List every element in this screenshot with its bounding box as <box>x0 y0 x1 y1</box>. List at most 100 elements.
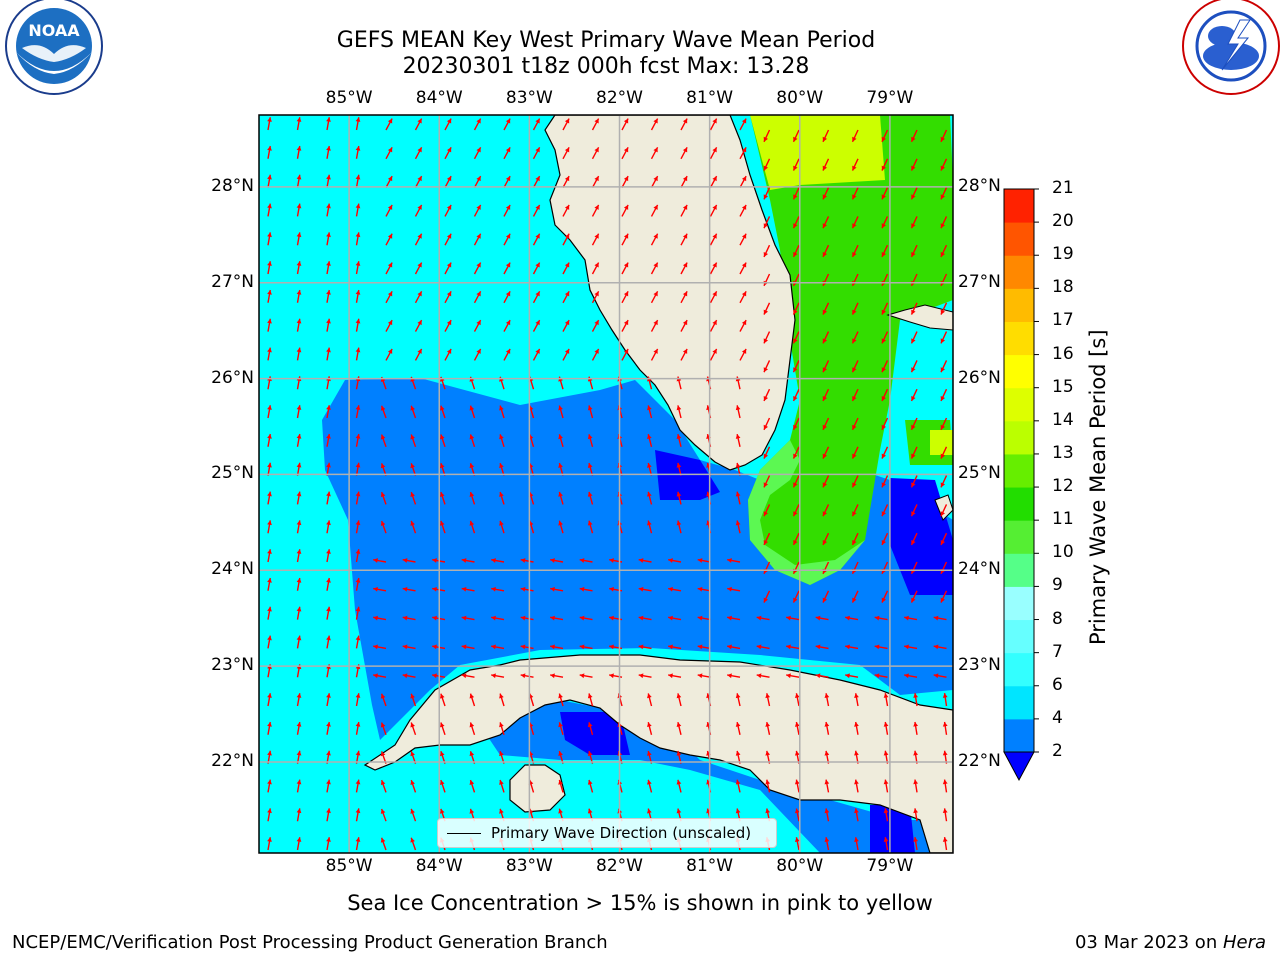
axis-tick-label: 82°W <box>596 856 643 876</box>
direction-arrow-head <box>822 309 828 315</box>
direction-arrow-head <box>623 348 629 354</box>
direction-arrow-head <box>355 837 361 842</box>
direction-arrow-head <box>410 492 415 498</box>
direction-arrow-head <box>697 558 703 563</box>
axis-tick-label: 22°N <box>211 750 254 771</box>
axis-tick-label: 80°W <box>776 856 824 876</box>
direction-arrow-head <box>794 750 800 756</box>
direction-arrow-head <box>446 320 452 326</box>
direction-arrow-head <box>623 204 629 210</box>
direction-arrow-head <box>267 117 272 122</box>
direction-arrow-head <box>682 147 688 153</box>
direction-arrow-head <box>822 539 828 545</box>
axis-tick-label: 83°W <box>505 856 553 876</box>
direction-arrow-head <box>793 453 798 459</box>
direction-arrow-head <box>942 837 948 842</box>
direction-arrow-head <box>355 232 361 238</box>
direction-arrow-head <box>446 233 452 239</box>
direction-arrow-head <box>824 750 830 756</box>
direction-arrow-head <box>267 577 272 583</box>
axis-tick-label: 83°W <box>505 88 553 108</box>
direction-arrow-head <box>793 539 798 545</box>
direction-arrow-head <box>911 309 916 315</box>
direction-arrow-head <box>296 318 302 324</box>
direction-arrow-head <box>535 176 540 182</box>
direction-arrow-head <box>881 223 887 229</box>
direction-arrow-head <box>676 405 682 411</box>
colorbar-segment <box>1004 288 1034 322</box>
direction-arrow-head <box>267 318 272 324</box>
colorbar-label: Primary Wave Mean Period [s] <box>1086 329 1110 645</box>
direction-arrow-head <box>881 539 887 545</box>
direction-arrow-head <box>439 520 445 526</box>
direction-arrow-head <box>874 615 880 621</box>
direction-arrow-head <box>824 722 830 727</box>
direction-arrow-head <box>786 673 791 679</box>
direction-arrow-head <box>881 309 887 315</box>
direction-arrow-head <box>439 492 445 497</box>
map-plot <box>259 115 953 853</box>
direction-arrow-head <box>682 118 688 124</box>
direction-arrow-head <box>815 673 821 679</box>
colorbar-tick-label: 16 <box>1052 343 1074 364</box>
period-light-green-edge <box>748 440 865 585</box>
direction-arrow-head <box>499 463 504 469</box>
direction-arrow-head <box>824 808 830 814</box>
colorbar-segment <box>1004 321 1034 356</box>
direction-arrow-head <box>822 251 828 257</box>
direction-arrow-head <box>564 233 570 239</box>
colorbar-segment <box>1004 487 1034 521</box>
colorbar-tick-label: 6 <box>1052 674 1063 695</box>
direction-arrow-head <box>499 693 504 699</box>
direction-arrow-head <box>550 558 555 563</box>
direction-arrow-head <box>387 348 393 354</box>
direction-arrow-head <box>326 549 331 554</box>
direction-arrow-head <box>854 693 859 698</box>
direction-arrow-head <box>446 291 452 297</box>
direction-arrow-head <box>763 453 769 459</box>
direction-arrow-head <box>535 291 540 297</box>
direction-arrow-head <box>676 722 682 728</box>
direction-arrow-head <box>587 693 593 699</box>
direction-arrow-head <box>623 320 629 326</box>
colorbar-segment <box>1004 619 1034 654</box>
direction-arrow-head <box>638 586 644 592</box>
direction-arrow-head <box>763 424 769 430</box>
direction-arrow-head <box>476 233 481 239</box>
direction-arrow-head <box>296 606 302 612</box>
direction-arrow-head <box>326 606 331 612</box>
direction-arrow-head <box>326 405 331 410</box>
direction-arrow-head <box>520 615 526 621</box>
footer-branch: NCEP/EMC/Verification Post Processing Pr… <box>12 932 608 953</box>
direction-arrow-head <box>373 586 378 592</box>
direction-arrow-head <box>267 808 272 814</box>
direction-arrow-head <box>609 673 614 679</box>
direction-arrow-head <box>380 722 386 728</box>
direction-arrow-head <box>564 320 570 326</box>
direction-arrow-head <box>765 693 771 699</box>
direction-arrow-head <box>558 779 563 785</box>
direction-arrow-head <box>296 203 302 209</box>
direction-arrow-head <box>461 558 467 563</box>
direction-arrow-head <box>326 837 331 842</box>
direction-arrow-head <box>355 491 361 497</box>
direction-arrow-head <box>822 424 828 430</box>
direction-arrow-head <box>402 558 408 563</box>
direction-arrow-head <box>326 203 331 209</box>
direction-arrow-head <box>623 233 629 239</box>
axis-tick-label: 85°W <box>325 88 373 108</box>
direction-arrow-head <box>763 136 769 142</box>
direction-arrow-head <box>933 615 939 621</box>
direction-arrow-head <box>940 309 946 315</box>
direction-arrow-head <box>387 176 393 182</box>
colorbar-segment <box>1004 718 1034 753</box>
direction-arrow-head <box>763 597 769 603</box>
direction-arrow-head <box>469 693 475 699</box>
direction-arrow-head <box>609 586 614 592</box>
direction-arrow-head <box>587 434 593 440</box>
direction-arrow-head <box>535 348 540 354</box>
colorbar-segment <box>1004 387 1034 422</box>
direction-arrow-head <box>439 405 445 411</box>
direction-arrow-head <box>682 291 688 297</box>
direction-arrow-head <box>852 482 857 488</box>
